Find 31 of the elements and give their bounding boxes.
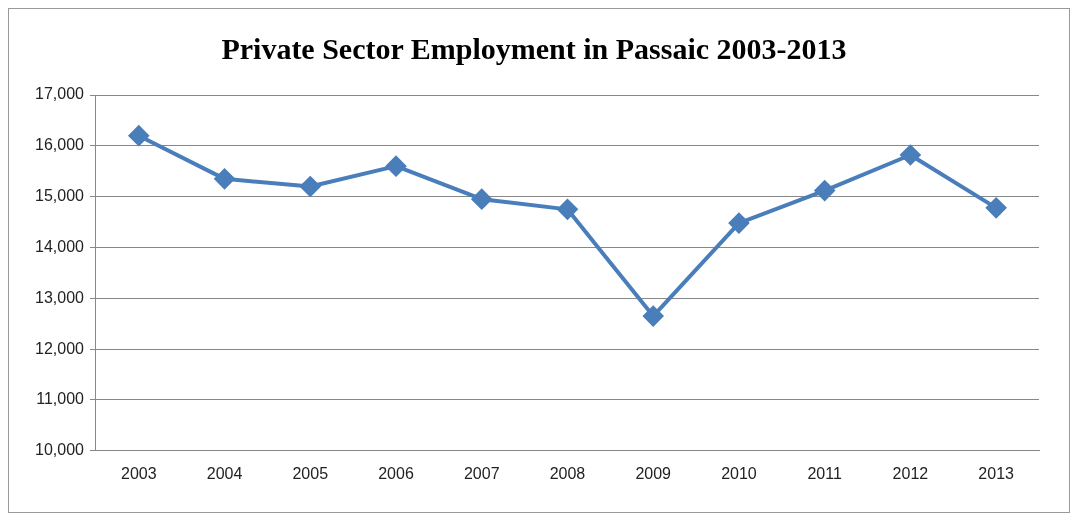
x-tick-label: 2009 <box>635 464 672 482</box>
x-tick-label: 2007 <box>463 464 500 482</box>
point <box>986 197 1007 218</box>
x-tick-label: 2003 <box>121 464 157 482</box>
point <box>814 180 835 201</box>
y-tick-label: 14,000 <box>35 237 85 255</box>
point <box>471 189 492 210</box>
x-tick-label: 2004 <box>206 464 243 482</box>
point <box>128 125 149 146</box>
y-tick-label: 12,000 <box>35 339 85 357</box>
x-tick-label: 2010 <box>721 464 757 482</box>
point <box>300 176 321 197</box>
x-tick-label: 2013 <box>978 464 1015 482</box>
x-tick-label: 2011 <box>807 464 842 482</box>
y-tick-label: 13,000 <box>35 288 85 306</box>
point <box>728 213 749 234</box>
y-tick-label: 10,000 <box>35 441 85 459</box>
x-tick-label: 2012 <box>892 464 929 482</box>
point <box>643 306 664 327</box>
x-tick-label: 2005 <box>292 464 329 482</box>
y-tick-label: 15,000 <box>35 187 85 205</box>
point <box>214 168 235 189</box>
y-tick-label: 17,000 <box>35 85 85 103</box>
point <box>900 144 921 165</box>
point <box>386 156 406 177</box>
x-tick-label: 2006 <box>378 464 414 482</box>
y-tick-label: 11,000 <box>36 390 85 408</box>
chart-title: Private Sector Employment in Passaic 2003-2013 <box>221 31 847 65</box>
x-tick-label: 2008 <box>549 464 586 482</box>
y-tick-label: 16,000 <box>35 136 85 154</box>
point <box>557 199 578 220</box>
